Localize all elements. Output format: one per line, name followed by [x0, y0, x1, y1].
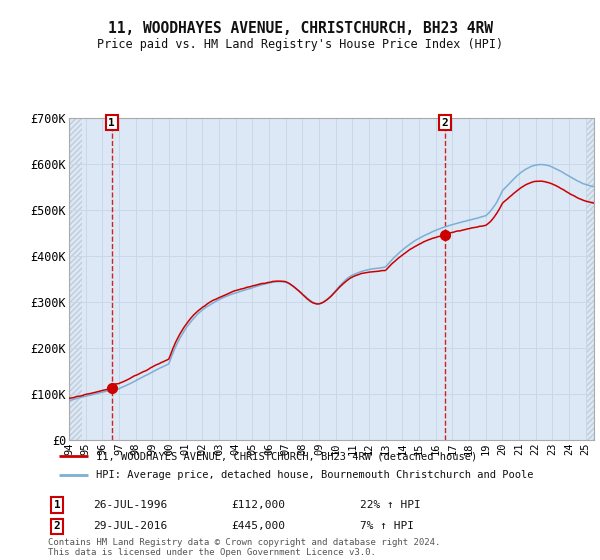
- Text: 22% ↑ HPI: 22% ↑ HPI: [360, 500, 421, 510]
- Text: Price paid vs. HM Land Registry's House Price Index (HPI): Price paid vs. HM Land Registry's House …: [97, 38, 503, 50]
- Text: £445,000: £445,000: [231, 521, 285, 531]
- Text: Contains HM Land Registry data © Crown copyright and database right 2024.
This d: Contains HM Land Registry data © Crown c…: [48, 538, 440, 557]
- Text: 2: 2: [442, 118, 448, 128]
- Text: 11, WOODHAYES AVENUE, CHRISTCHURCH, BH23 4RW: 11, WOODHAYES AVENUE, CHRISTCHURCH, BH23…: [107, 21, 493, 36]
- Text: 11, WOODHAYES AVENUE, CHRISTCHURCH, BH23 4RW (detached house): 11, WOODHAYES AVENUE, CHRISTCHURCH, BH23…: [95, 451, 477, 461]
- Text: 1: 1: [108, 118, 115, 128]
- Text: HPI: Average price, detached house, Bournemouth Christchurch and Poole: HPI: Average price, detached house, Bour…: [95, 470, 533, 480]
- Text: £112,000: £112,000: [231, 500, 285, 510]
- Text: 29-JUL-2016: 29-JUL-2016: [93, 521, 167, 531]
- Text: 26-JUL-1996: 26-JUL-1996: [93, 500, 167, 510]
- Text: 7% ↑ HPI: 7% ↑ HPI: [360, 521, 414, 531]
- Text: 2: 2: [53, 521, 61, 531]
- Text: 1: 1: [53, 500, 61, 510]
